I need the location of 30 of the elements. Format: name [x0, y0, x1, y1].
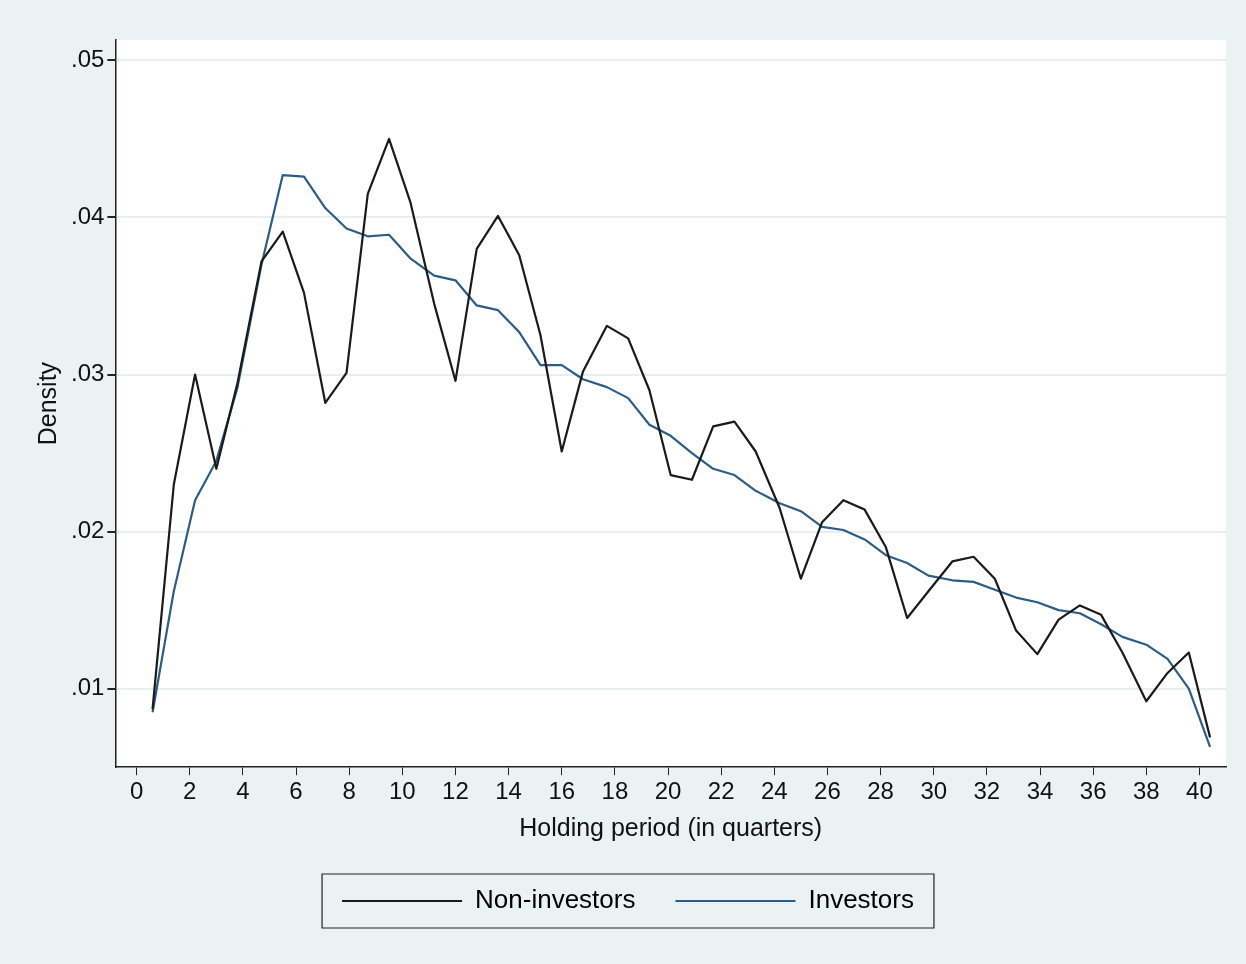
x-tick-label: 28 [867, 777, 894, 805]
x-tick-label: 14 [495, 777, 522, 805]
y-tick-label: .05 [70, 45, 105, 73]
x-tick-label: 24 [760, 777, 788, 805]
x-tick-label: 20 [654, 777, 682, 805]
x-tick-label: 36 [1079, 777, 1107, 805]
x-tick-label: 34 [1026, 777, 1054, 805]
x-tick-label: 32 [973, 777, 1001, 805]
y-tick-label: .04 [70, 202, 105, 230]
x-tick-label: 6 [289, 777, 303, 805]
x-tick-label: 16 [548, 777, 576, 805]
x-tick-label: 22 [707, 777, 735, 805]
x-tick-label: 26 [814, 777, 841, 805]
legend-label: Non-investors [475, 884, 636, 915]
x-tick-label: 0 [129, 777, 144, 805]
y-tick-label: .03 [70, 359, 105, 387]
y-tick-label: .01 [70, 673, 105, 701]
x-tick-label: 18 [601, 777, 629, 805]
x-tick-label: 30 [920, 777, 948, 805]
y-axis-title: Density [32, 361, 61, 446]
x-tick-label: 4 [236, 777, 250, 805]
x-tick-label: 40 [1186, 777, 1213, 805]
x-axis-title: Holding period (in quarters) [519, 812, 823, 841]
x-tick-label: 12 [442, 777, 469, 805]
x-tick-label: 10 [388, 777, 416, 805]
x-tick-label: 8 [342, 777, 356, 805]
y-tick-label: .02 [70, 516, 105, 544]
x-tick-label: 38 [1132, 777, 1160, 805]
x-tick-label: 2 [183, 777, 197, 805]
legend-label: Investors [808, 884, 914, 915]
